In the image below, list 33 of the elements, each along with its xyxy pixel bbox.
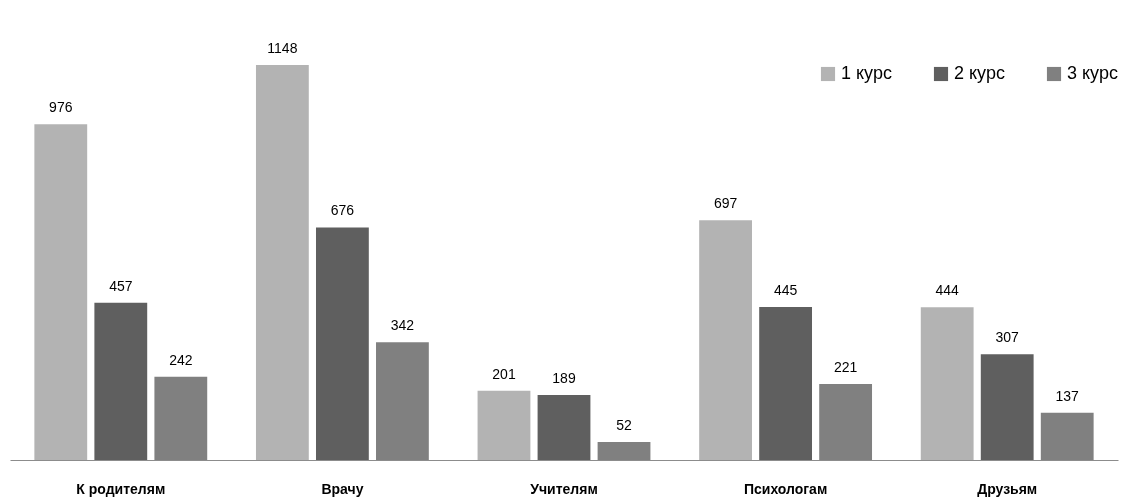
legend-label: 1 курс bbox=[841, 63, 892, 83]
data-label: 221 bbox=[833, 358, 858, 375]
data-label: 444 bbox=[935, 282, 960, 299]
data-label: 676 bbox=[330, 202, 355, 219]
x-tick-label: Друзьям bbox=[977, 480, 1038, 497]
bar bbox=[699, 220, 752, 460]
data-label: 137 bbox=[1055, 387, 1080, 404]
bar bbox=[34, 124, 88, 460]
x-tick-label: Психологам bbox=[743, 480, 828, 497]
bar bbox=[920, 307, 974, 460]
data-label: 1148 bbox=[267, 40, 298, 56]
bar bbox=[477, 390, 531, 460]
bar bbox=[94, 302, 148, 460]
data-label: 52 bbox=[616, 417, 633, 434]
legend-label: 2 курс bbox=[954, 63, 1005, 83]
bar bbox=[315, 227, 369, 460]
data-label: 242 bbox=[169, 351, 193, 368]
data-label: 342 bbox=[390, 317, 415, 334]
data-label: 976 bbox=[49, 99, 73, 116]
legend-label: 3 курс bbox=[1067, 63, 1118, 83]
bar bbox=[537, 394, 591, 460]
data-label: 307 bbox=[995, 329, 1020, 346]
bar bbox=[759, 306, 813, 460]
data-label: 697 bbox=[713, 195, 738, 212]
data-label: 201 bbox=[492, 365, 516, 382]
bar bbox=[255, 65, 309, 460]
x-tick-label: Учителям bbox=[530, 480, 598, 497]
bar bbox=[980, 354, 1034, 460]
data-label: 457 bbox=[109, 277, 133, 294]
data-label: 189 bbox=[552, 369, 576, 386]
x-tick-label: Врачу bbox=[321, 480, 364, 497]
data-label: 445 bbox=[773, 281, 798, 298]
x-tick-label: К родителям bbox=[76, 480, 166, 497]
